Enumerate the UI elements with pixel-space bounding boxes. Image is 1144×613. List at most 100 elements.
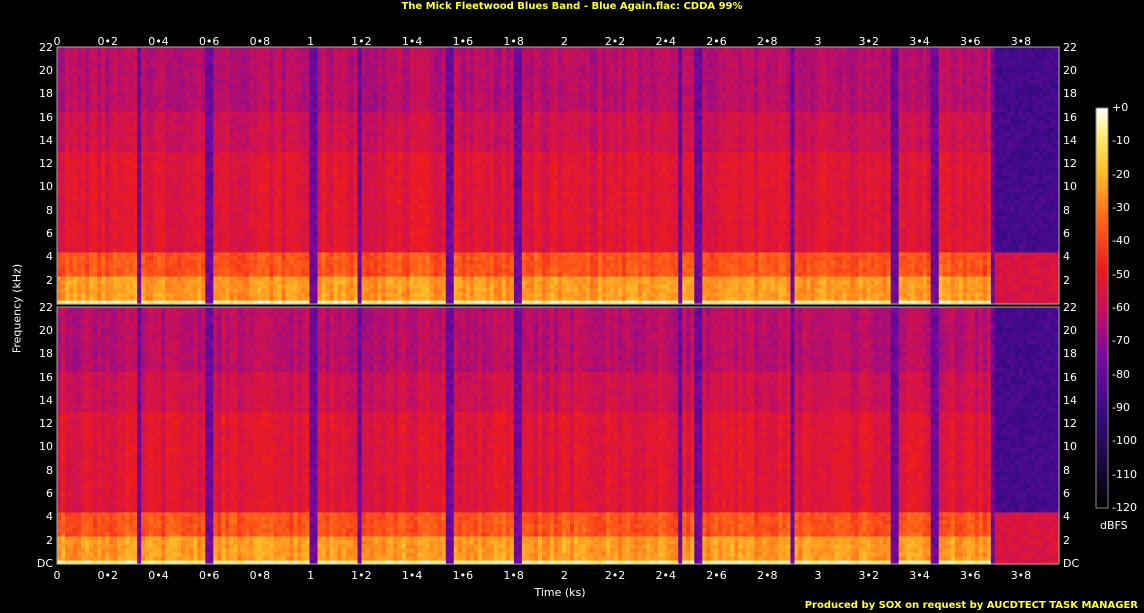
spectrogram-cell (217, 99, 222, 104)
spectrogram-cell (301, 95, 307, 100)
spectrogram-cell (281, 199, 287, 205)
spectrogram-cell (157, 115, 162, 120)
spectrogram-cell (341, 219, 347, 225)
spectrogram-cell (57, 183, 62, 189)
spectrogram-cell (293, 143, 299, 148)
spectrogram-cell (337, 115, 343, 120)
spectrogram-cell (169, 67, 174, 72)
spectrogram-cell (157, 99, 162, 104)
spectrogram-cell (169, 203, 174, 209)
spectrogram-cell (129, 147, 134, 153)
spectrogram-cell (89, 135, 94, 140)
spectrogram-cell (269, 47, 275, 52)
spectrogram-cell (269, 119, 275, 124)
spectrogram-cell (169, 55, 174, 60)
spectrogram-cell (317, 259, 323, 265)
spectrogram-cell (313, 163, 319, 169)
spectrogram-cell (165, 59, 170, 64)
spectrogram-cell (201, 75, 206, 80)
spectrogram-cell (161, 115, 166, 120)
spectrogram-cell (81, 231, 86, 237)
spectrogram-cell (353, 207, 359, 213)
spectrogram-cell (217, 171, 222, 177)
spectrogram-cell (261, 135, 267, 140)
spectrogram-cell (329, 127, 335, 132)
spectrogram-cell (117, 267, 122, 273)
spectrogram-cell (125, 243, 130, 249)
spectrogram-cell (277, 131, 283, 136)
spectrogram-cell (273, 87, 279, 92)
spectrogram-cell (241, 259, 246, 265)
spectrogram-cell (201, 195, 206, 201)
spectrogram-cell (357, 155, 363, 161)
spectrogram-cell (273, 163, 279, 169)
spectrogram-cell (145, 99, 150, 104)
spectrogram-cell (189, 79, 194, 84)
spectrogram-cell (125, 219, 130, 225)
spectrogram-cell (337, 71, 343, 76)
spectrogram-cell (245, 275, 250, 281)
spectrogram-cell (365, 107, 371, 112)
spectrogram-cell (93, 179, 98, 185)
spectrogram-cell (261, 119, 267, 124)
spectrogram-cell (97, 99, 102, 104)
spectrogram-cell (205, 275, 210, 281)
spectrogram-cell (357, 127, 363, 132)
spectrogram-cell (101, 243, 106, 249)
spectrogram-cell (77, 135, 82, 140)
spectrogram-cell (137, 167, 142, 173)
spectrogram-cell (141, 235, 146, 241)
spectrogram-cell (101, 127, 106, 132)
spectrogram-cell (117, 295, 122, 301)
spectrogram-cell (133, 63, 138, 68)
spectrogram-cell (253, 155, 258, 161)
spectrogram-cell (145, 47, 150, 52)
spectrogram-cell (317, 135, 323, 140)
spectrogram-cell (105, 107, 110, 112)
spectrogram-cell (285, 203, 291, 209)
spectrogram-cell (201, 259, 206, 265)
spectrogram-cell (261, 123, 267, 128)
spectrogram-cell (197, 279, 202, 285)
spectrogram-cell (257, 159, 263, 165)
spectrogram-cell (305, 115, 311, 120)
spectrogram-cell (265, 79, 271, 84)
spectrogram-cell (97, 107, 102, 112)
spectrogram-cell (277, 287, 283, 293)
spectrogram-cell (157, 295, 162, 301)
spectrogram-cell (57, 95, 62, 100)
spectrogram-cell (85, 71, 90, 76)
spectrogram-cell (73, 219, 78, 225)
spectrogram-cell (185, 59, 190, 64)
spectrogram-cell (225, 271, 230, 277)
spectrogram-cell (61, 191, 66, 197)
spectrogram-cell (157, 111, 162, 116)
spectrogram-cell (117, 291, 122, 297)
spectrogram-cell (113, 271, 118, 277)
spectrogram-cell (205, 59, 210, 64)
spectrogram-cell (101, 63, 106, 68)
spectrogram-cell (357, 195, 363, 201)
spectrogram-cell (253, 239, 258, 245)
spectrogram-cell (265, 107, 271, 112)
spectrogram-cell (301, 287, 307, 293)
spectrogram-cell (281, 171, 287, 177)
spectrogram-cell (213, 99, 218, 104)
spectrogram-cell (133, 255, 138, 261)
spectrogram-cell (173, 99, 178, 104)
spectrogram-cell (69, 127, 74, 132)
spectrogram-cell (121, 127, 126, 132)
spectrogram-cell (133, 279, 138, 285)
spectrogram-cell (289, 227, 295, 233)
spectrogram-cell (77, 295, 82, 301)
spectrogram-cell (121, 279, 126, 285)
spectrogram-cell (213, 299, 218, 305)
spectrogram-cell (237, 215, 242, 221)
spectrogram-cell (357, 183, 363, 189)
spectrogram-cell (189, 283, 194, 289)
spectrogram-cell (153, 251, 158, 257)
spectrogram-cell (81, 263, 86, 269)
spectrogram-cell (173, 223, 178, 229)
spectrogram-cell (121, 71, 126, 76)
spectrogram-cell (257, 103, 263, 108)
